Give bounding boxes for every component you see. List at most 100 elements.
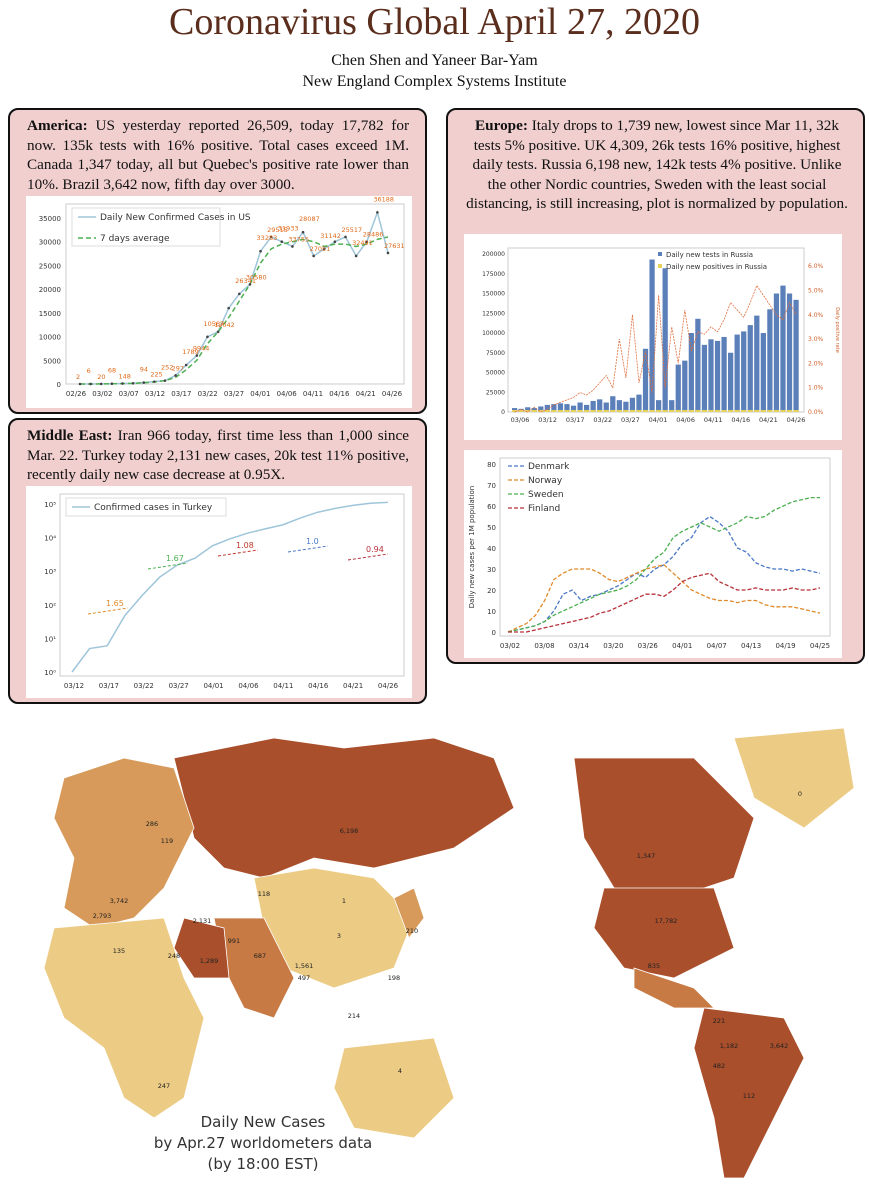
europe-panel: Europe: Italy drops to 1,739 new, lowest… (446, 108, 865, 664)
us-data-point (259, 249, 262, 253)
turkey-growth-label: 1.67 (166, 554, 184, 563)
russia-y2-label: Daily positive rate (834, 307, 840, 353)
us-data-label: 30580 (246, 273, 267, 281)
russia-positive-bar (701, 410, 708, 412)
russia-x-tick: 03/12 (538, 416, 557, 424)
us-data-label: 27631 (384, 242, 405, 250)
nordic-x-tick: 04/19 (775, 642, 795, 650)
map-value-south-africa: 247 (158, 1082, 170, 1090)
russia-test-bar (557, 403, 564, 412)
russia-positive-bar (688, 410, 694, 412)
russia-positive-bar (708, 410, 714, 412)
russia-rate-line (514, 284, 797, 413)
nordic-legend-label: Norway (528, 476, 563, 486)
russia-positive-bar (793, 410, 799, 412)
turkey-growth-segment (347, 553, 389, 561)
nordic-y-tick: 50 (487, 524, 496, 532)
turkey-growth-label: 1.08 (236, 541, 254, 550)
russia-positive-bar (656, 410, 662, 412)
middle-east-region (173, 917, 230, 979)
map-caption: Daily New Cases by Apr.27 worldometers d… (118, 1112, 408, 1175)
map-value-greenland: 0 (798, 790, 802, 798)
nordic-y-tick: 80 (487, 461, 496, 469)
us-data-point (121, 382, 124, 385)
nordic-line-finland (508, 572, 821, 633)
russia-positive-bar (675, 410, 681, 412)
us-x-tick: 04/01 (250, 390, 270, 398)
japan-region (393, 887, 425, 939)
russia-y2-tick: 1.0% (808, 385, 824, 392)
russia-positive-bar (728, 410, 734, 412)
us-legend-daily: Daily New Confirmed Cases in US (100, 213, 251, 223)
us-legend-box (71, 207, 221, 247)
nordic-y-label: Daily new cases per 1M population (468, 486, 476, 608)
map-value-mexico: 835 (648, 962, 660, 970)
middle-east-label: Middle East: (27, 427, 113, 444)
us-data-point (206, 335, 209, 339)
us-data-label: 31142 (320, 232, 341, 240)
russia-positive-bar (741, 410, 747, 412)
russia-positive-bar (636, 410, 642, 412)
map-value-canada: 1,347 (637, 852, 656, 860)
russia-test-bar (610, 396, 616, 412)
us-data-label: 26341 (235, 277, 256, 285)
map-value-australia: 4 (398, 1067, 402, 1075)
middle-east-text: Middle East: Iran 966 today, first time … (27, 426, 409, 485)
map-caption-source: by Apr.27 worldometers data (153, 1134, 373, 1152)
russia-positive-bar (623, 410, 629, 412)
us-legend-avg: 7 days average (100, 234, 170, 244)
russia-test-bar (734, 334, 740, 412)
russia-legend-tests: Daily new tests in Russia (666, 251, 753, 259)
russia-y-tick: 100000 (482, 330, 505, 337)
us-data-point (365, 240, 369, 244)
russia-test-bar (747, 325, 753, 412)
south-america-region (693, 1007, 805, 1179)
map-value-philippines: 198 (388, 974, 400, 982)
us-x-tick: 04/16 (329, 390, 350, 398)
us-data-label: 28087 (299, 215, 320, 223)
nordic-x-tick: 03/08 (534, 642, 554, 650)
russia-y2-tick: 2.0% (808, 360, 824, 367)
russia-test-bar (564, 404, 570, 412)
turkey-x-tick: 04/26 (378, 682, 399, 690)
institute: New England Complex Systems Institute (302, 73, 567, 90)
us-data-point (354, 254, 358, 258)
australia-region (333, 1037, 455, 1139)
nordic-line-denmark (507, 515, 821, 633)
turkey-x-tick: 04/21 (343, 682, 363, 690)
authors-block: Chen Shen and Yaneer Bar-Yam New England… (0, 50, 869, 92)
russia-positive-bar (695, 410, 701, 412)
russia-positive-bar (734, 410, 740, 412)
russia-legend-positives: Daily new positives in Russia (666, 263, 767, 271)
map-value-india: 1,561 (295, 962, 314, 970)
us-x-tick: 04/21 (356, 390, 376, 398)
nordic-line-sweden (507, 496, 820, 633)
page-title: Coronavirus Global April 27, 2020 (169, 1, 700, 43)
us-y-tick: 5000 (43, 357, 61, 365)
us-data-point (227, 306, 230, 310)
russia-y-tick: 25000 (486, 389, 505, 396)
us-plot-frame (65, 203, 405, 385)
map-value-saudi-arabia: 1,289 (200, 957, 219, 965)
europe-label: Europe: (475, 117, 528, 134)
us-x-tick: 03/02 (92, 390, 112, 398)
russia-test-bar (760, 333, 766, 412)
turkey-x-tick: 04/06 (238, 682, 259, 690)
us-x-tick: 03/12 (145, 390, 165, 398)
map-value-indonesia: 214 (348, 1012, 360, 1020)
turkey-x-tick: 03/22 (134, 682, 154, 690)
nordic-x-tick: 04/25 (810, 642, 830, 650)
nordic-y-tick: 10 (487, 608, 496, 616)
us-data-label: 31933 (278, 225, 299, 233)
us-y-tick: 20000 (39, 286, 61, 294)
russia-test-bar (780, 285, 786, 412)
russia-positive-bar (780, 410, 786, 412)
us-data-point (269, 235, 273, 239)
russia-y2-tick: 4.0% (808, 312, 824, 319)
turkey-x-tick: 03/17 (99, 682, 119, 690)
russia-y2-tick: 5.0% (808, 287, 824, 294)
us-y-tick: 30000 (39, 239, 61, 247)
us-x-tick: 04/11 (303, 390, 323, 398)
turkey-legend-label: Confirmed cases in Turkey (94, 503, 213, 513)
america-text: America: US yesterday reported 26,509, t… (27, 116, 409, 194)
